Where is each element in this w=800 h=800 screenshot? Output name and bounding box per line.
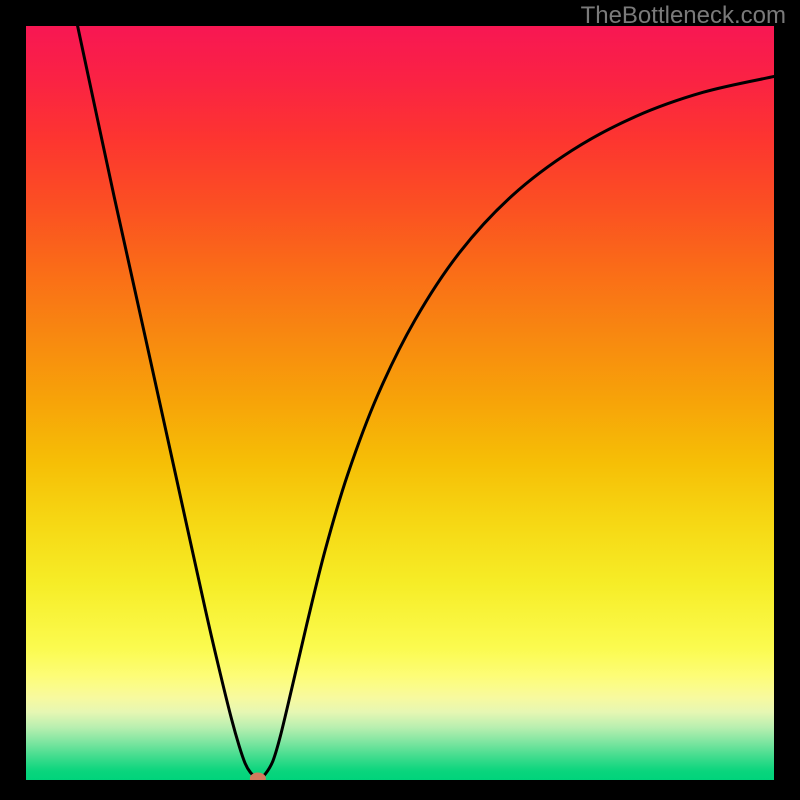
gradient-background bbox=[26, 26, 774, 780]
chart-plot-area bbox=[26, 26, 774, 780]
watermark-text: TheBottleneck.com bbox=[581, 2, 786, 30]
chart-root: TheBottleneck.com bbox=[0, 0, 800, 800]
